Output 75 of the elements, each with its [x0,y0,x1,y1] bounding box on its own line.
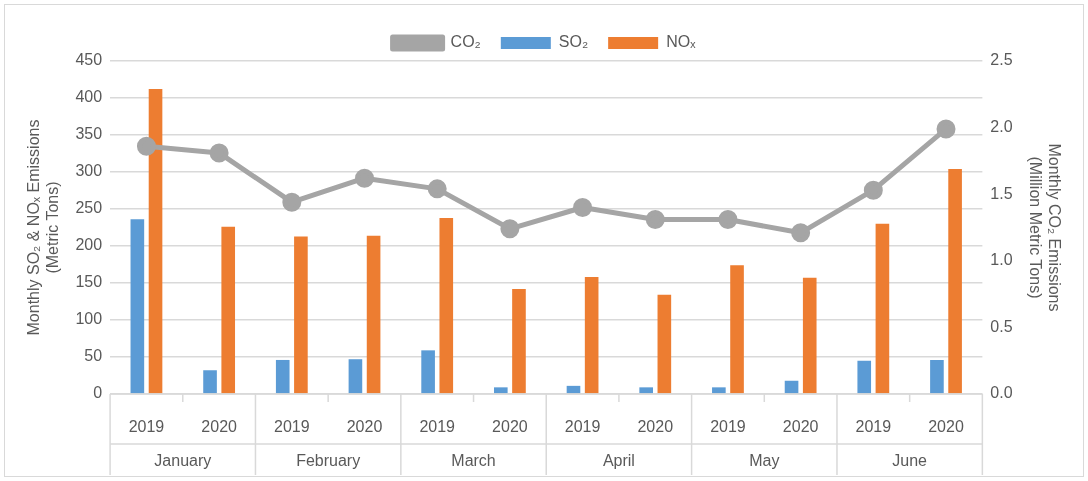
y-tick-label: 200 [75,236,103,254]
point [500,219,520,239]
y-tick-label: 350 [75,125,103,143]
text: April [602,452,635,470]
bar [657,294,672,394]
y2-tick-label: 1.5 [990,184,1013,202]
x-tick-label: 2019 [128,418,165,436]
y-tick-label: 150 [75,273,103,291]
y-tick-label: 300 [75,162,103,180]
x-tick-label: 2020 [201,418,238,436]
text: January [154,452,212,470]
x-tick-label: 2019 [855,418,892,436]
text: February [296,452,361,470]
bar [566,385,581,394]
bar [439,217,454,394]
x-tick-label: 2019 [564,418,601,436]
bar [730,265,744,394]
y2-tick-label: 0.0 [990,384,1013,402]
x-tick-label: 2020 [928,418,964,436]
y2-tick-label: 0.5 [990,317,1013,335]
point [209,143,229,163]
bar [421,350,435,394]
point [355,168,375,188]
point [136,136,156,156]
point [936,119,956,139]
bar [584,277,599,394]
bar [948,169,962,394]
bar [294,236,308,394]
y-tick-label: 50 [84,347,103,365]
x-tick-label: 2020 [492,418,528,436]
bar [930,359,944,394]
bar [130,219,145,394]
y-tick-label: 450 [75,51,103,69]
y2-tick-label: 1.0 [990,251,1013,269]
bar [348,359,363,394]
point [282,192,302,212]
point [427,179,447,199]
text: May [749,452,780,470]
x-tick-label: 2019 [710,418,746,436]
point [863,180,883,200]
y2-tick-label: 2.5 [990,51,1013,69]
x-tick-label: 2019 [419,418,456,436]
bar [784,380,799,394]
bar [857,360,872,394]
bar [875,223,890,394]
legend-label: CO₂ [450,33,481,51]
bar [148,89,163,394]
x-tick-label: 2020 [346,418,383,436]
bar [221,226,236,394]
legend-label: NOₓ [666,33,697,51]
text: June [892,452,928,470]
y2-tick-label: 2.0 [990,118,1013,136]
legend-label: SO₂ [558,33,589,51]
y-axis-title: Monthly SO₂ & NOₓ Emissions (Metric Tons) [25,119,62,336]
bar [203,370,217,394]
y-tick-label: 250 [75,199,103,217]
bar [639,387,653,394]
bar [275,359,290,394]
x-tick-label: 2019 [274,418,310,436]
point [645,210,665,230]
point [791,223,811,243]
point [573,198,593,218]
y-tick-label: 0 [93,384,103,402]
bar [493,387,508,394]
bar [712,387,726,394]
y2-axis-title: Monthly CO₂ Emissions (Million Metric Tons) [1026,143,1063,312]
x-tick-label: 2020 [637,418,674,436]
bar [802,277,817,394]
y-tick-label: 400 [75,88,103,106]
point [718,210,738,230]
x-tick-label: 2020 [782,418,819,436]
text: March [451,452,496,470]
y-tick-label: 100 [75,310,103,328]
bar [512,288,526,394]
bar [366,235,381,394]
